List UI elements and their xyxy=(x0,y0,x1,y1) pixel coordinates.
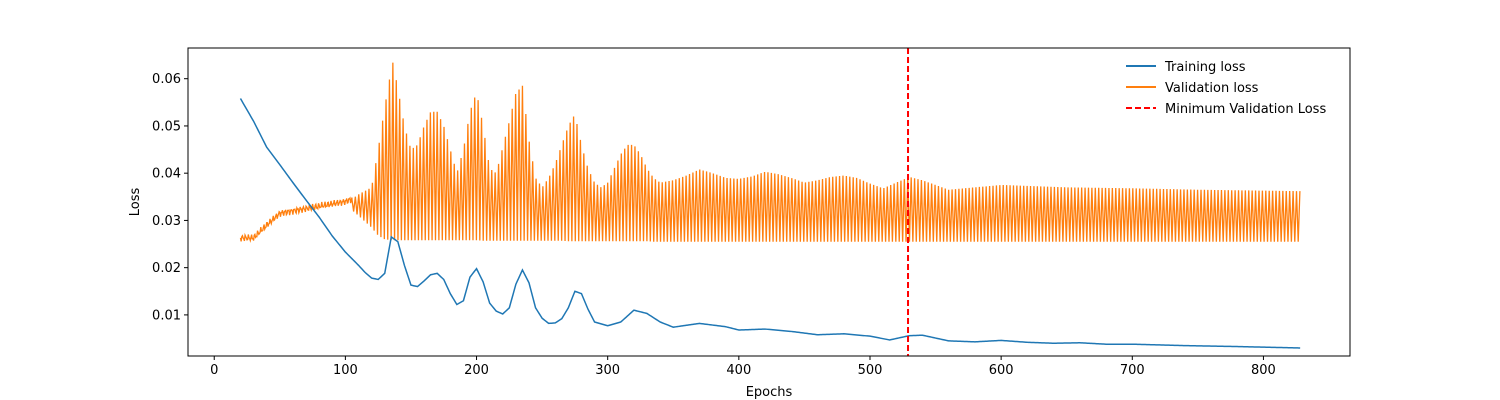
x-tick-label: 400 xyxy=(726,363,751,378)
x-tick-label: 600 xyxy=(989,363,1014,378)
y-axis-ticks: 0.01 0.02 0.03 0.04 0.05 0.06 xyxy=(152,72,188,323)
x-tick-label: 300 xyxy=(595,363,620,378)
axes-frame xyxy=(187,47,1351,357)
x-tick-label: 0 xyxy=(210,363,218,378)
legend-label-min-val: Minimum Validation Loss xyxy=(1165,102,1326,117)
y-tick-label: 0.05 xyxy=(152,119,181,134)
x-tick-label: 500 xyxy=(858,363,883,378)
x-tick-label: 700 xyxy=(1120,363,1145,378)
y-tick-label: 0.03 xyxy=(152,214,181,229)
legend: Training loss Validation loss Minimum Va… xyxy=(1126,60,1326,117)
y-axis-label: Loss xyxy=(128,188,143,217)
series-line-training xyxy=(239,98,1301,349)
y-tick-label: 0.02 xyxy=(152,261,181,276)
legend-label-validation: Validation loss xyxy=(1165,81,1259,96)
plot-content xyxy=(239,48,1301,356)
y-tick-label: 0.06 xyxy=(152,72,181,87)
x-axis-label: Epochs xyxy=(746,385,793,400)
y-tick-label: 0.01 xyxy=(152,308,181,323)
x-tick-label: 200 xyxy=(464,363,489,378)
x-axis-ticks: 0 100 200 300 400 500 600 700 800 xyxy=(210,356,1276,378)
x-tick-label: 100 xyxy=(333,363,358,378)
y-tick-label: 0.04 xyxy=(152,167,181,182)
x-tick-label: 800 xyxy=(1251,363,1276,378)
legend-label-training: Training loss xyxy=(1164,60,1246,75)
series-line-validation xyxy=(239,62,1301,244)
